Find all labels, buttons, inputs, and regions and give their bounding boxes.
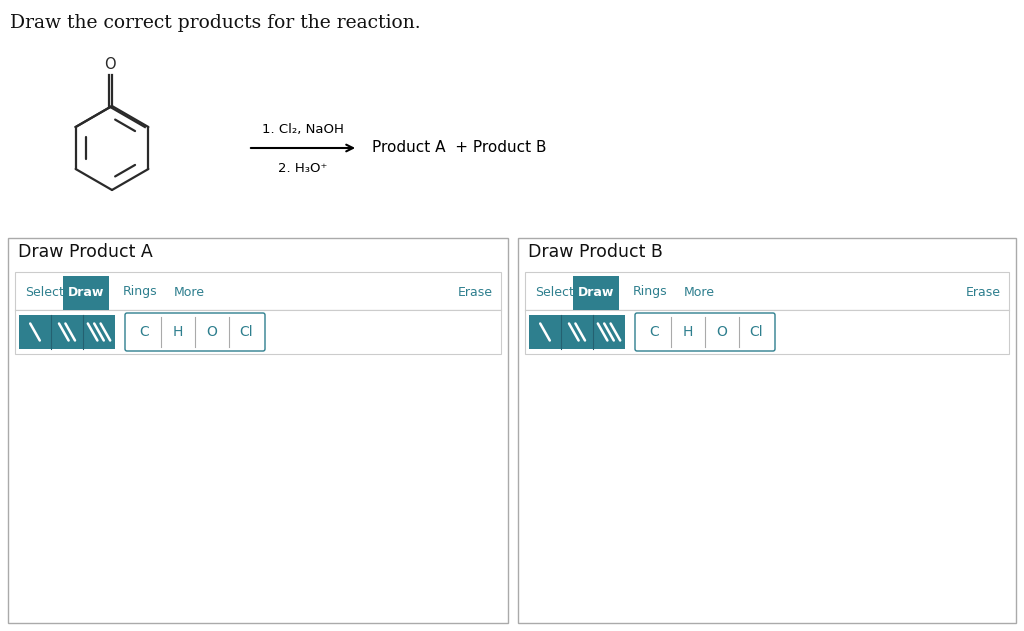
- Text: Rings: Rings: [633, 285, 668, 298]
- Text: Draw: Draw: [578, 286, 614, 300]
- Bar: [525, 310, 1009, 354]
- Text: Erase: Erase: [458, 285, 493, 298]
- Text: More: More: [684, 285, 715, 298]
- Bar: [8, 238, 508, 623]
- FancyBboxPatch shape: [125, 313, 265, 351]
- Bar: [15, 272, 501, 310]
- Text: More: More: [174, 285, 205, 298]
- Text: O: O: [104, 57, 116, 72]
- Text: Select: Select: [25, 285, 63, 298]
- Text: Cl: Cl: [240, 325, 253, 339]
- Bar: [573, 276, 618, 310]
- Bar: [525, 272, 1009, 310]
- Text: C: C: [649, 325, 658, 339]
- Text: C: C: [139, 325, 148, 339]
- Text: Draw Product A: Draw Product A: [18, 243, 153, 261]
- Text: O: O: [717, 325, 727, 339]
- Bar: [19, 315, 115, 349]
- Text: Draw the correct products for the reaction.: Draw the correct products for the reacti…: [10, 14, 421, 32]
- FancyBboxPatch shape: [635, 313, 775, 351]
- Text: Draw Product B: Draw Product B: [528, 243, 663, 261]
- Bar: [15, 310, 501, 354]
- Text: H: H: [683, 325, 693, 339]
- Text: Rings: Rings: [123, 285, 158, 298]
- Bar: [529, 315, 625, 349]
- Text: H: H: [173, 325, 183, 339]
- Text: O: O: [207, 325, 217, 339]
- Text: Product A  + Product B: Product A + Product B: [372, 141, 547, 155]
- Text: 2. H₃O⁺: 2. H₃O⁺: [279, 162, 328, 175]
- Text: Erase: Erase: [966, 285, 1001, 298]
- Bar: [518, 238, 1016, 623]
- Text: 1. Cl₂, NaOH: 1. Cl₂, NaOH: [262, 123, 344, 136]
- Text: Draw: Draw: [68, 286, 104, 300]
- Text: Cl: Cl: [750, 325, 763, 339]
- Bar: [63, 276, 109, 310]
- Text: Select: Select: [535, 285, 573, 298]
